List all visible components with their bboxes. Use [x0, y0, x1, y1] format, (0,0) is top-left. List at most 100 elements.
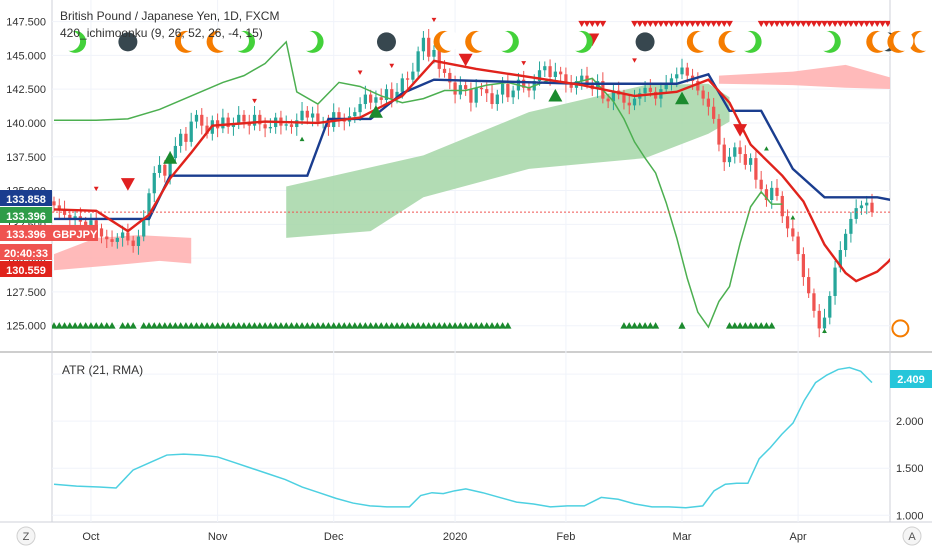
- buy-signal-big: [548, 88, 563, 102]
- top-sell-marker: [784, 20, 791, 27]
- strip-up-marker: [725, 322, 734, 329]
- waning-moon-icon: [206, 30, 233, 53]
- candle-body: [743, 154, 747, 165]
- candle-body: [305, 110, 309, 118]
- candle: [727, 147, 732, 167]
- strip-up-marker: [287, 322, 296, 329]
- candle-body: [812, 293, 816, 311]
- strip-up-marker: [250, 322, 259, 329]
- candle-body: [147, 193, 151, 219]
- signal-markers: [52, 17, 890, 334]
- candle-body: [727, 156, 732, 163]
- auto-scale-button[interactable]: Z: [16, 526, 36, 546]
- candle-body: [369, 94, 373, 103]
- candle-body: [474, 87, 478, 103]
- top-sell-marker: [594, 20, 601, 27]
- strip-up-marker: [293, 322, 301, 329]
- candle-body: [537, 70, 542, 82]
- top-sell-marker: [668, 20, 675, 27]
- candle-body: [390, 89, 394, 99]
- moon-ring-icon: [891, 319, 910, 338]
- strip-up-marker: [82, 322, 90, 329]
- candle-body: [680, 67, 684, 75]
- strip-up-marker: [245, 322, 253, 329]
- cloud-bullish: [286, 83, 730, 238]
- candle-body: [442, 68, 447, 73]
- candle-body: [511, 90, 515, 98]
- strip-up-marker: [145, 322, 153, 329]
- candle: [194, 110, 199, 129]
- candle: [680, 58, 684, 80]
- candle-body: [358, 104, 362, 113]
- strip-up-marker: [361, 322, 369, 329]
- candle: [353, 107, 357, 123]
- candle-body: [231, 124, 236, 128]
- strip-up-marker: [198, 322, 206, 329]
- candle: [252, 106, 257, 131]
- candle: [295, 113, 299, 136]
- atr-line: [53, 366, 873, 509]
- candle: [469, 82, 473, 112]
- top-sell-marker: [646, 20, 654, 27]
- buy-signal-big: [163, 151, 178, 164]
- chart-title: British Pound / Japanese Yen, 1D, FXCM: [60, 9, 279, 23]
- strip-up-marker: [768, 322, 776, 329]
- strip-up-marker: [261, 322, 269, 329]
- candle: [553, 62, 557, 82]
- strip-up-marker: [282, 322, 290, 329]
- candle: [416, 46, 420, 79]
- candle-body: [411, 71, 415, 80]
- candle-body: [569, 83, 573, 88]
- top-sell-marker: [799, 20, 807, 27]
- candle-body: [205, 125, 209, 134]
- new-moon-icon: [118, 32, 138, 52]
- waning-moon-icon: [866, 30, 893, 53]
- strip-up-marker: [308, 322, 317, 329]
- candle: [105, 229, 109, 248]
- top-sell-marker: [715, 20, 723, 27]
- waning-moon-icon: [433, 30, 460, 53]
- top-sell-marker: [689, 20, 696, 27]
- candle: [131, 235, 135, 253]
- strip-up-marker: [155, 322, 164, 329]
- price-pill-text: 20:40:33: [4, 248, 48, 260]
- candle: [669, 73, 674, 91]
- price-labels: 133.858 133.396 133.396 GBPJPY 20:40:33 130.5…: [0, 190, 98, 277]
- strip-up-marker: [414, 322, 422, 329]
- candle: [163, 160, 167, 183]
- strip-up-marker: [398, 322, 406, 329]
- candle-body: [342, 120, 346, 122]
- candle: [300, 102, 304, 125]
- candle-body: [495, 94, 499, 105]
- candle-body: [326, 121, 331, 128]
- candlestick-series: [52, 29, 874, 338]
- candle-body: [717, 118, 721, 145]
- waning-moon-icon-shadow: [212, 30, 233, 51]
- strip-up-marker: [214, 322, 222, 329]
- waxing-moon-icon-shadow: [814, 30, 835, 51]
- strip-up-marker: [76, 322, 84, 329]
- candle: [342, 113, 346, 131]
- top-sell-marker: [726, 20, 733, 27]
- strip-up-marker: [240, 322, 248, 329]
- candle-body: [564, 74, 568, 84]
- candle-body: [722, 144, 726, 163]
- candle: [427, 29, 431, 62]
- candle-body: [632, 98, 637, 106]
- candle-body: [675, 74, 679, 79]
- candle: [506, 74, 510, 103]
- strip-up-marker: [630, 322, 639, 329]
- strip-up-marker: [403, 322, 412, 329]
- strip-up-marker: [388, 322, 396, 329]
- price-pill-text: 133.396: [6, 211, 46, 223]
- candle-body: [400, 78, 404, 92]
- time-axis[interactable]: Oct Nov Dec 2020 Feb Mar Apr: [82, 531, 807, 543]
- candle: [305, 106, 309, 125]
- candle-body: [152, 172, 156, 194]
- strip-up-marker: [277, 322, 285, 329]
- candle-body: [854, 208, 858, 219]
- candle-body: [733, 147, 737, 157]
- waning-moon-icon-shadow: [893, 30, 914, 51]
- auto-button[interactable]: A: [902, 526, 922, 546]
- top-sell-marker: [794, 20, 802, 27]
